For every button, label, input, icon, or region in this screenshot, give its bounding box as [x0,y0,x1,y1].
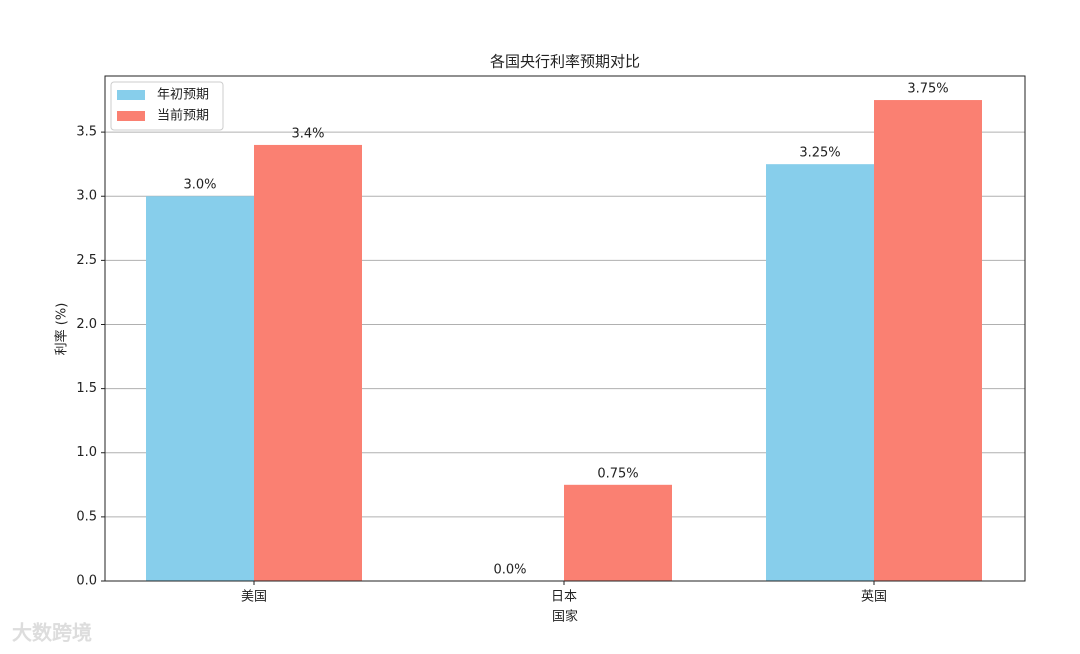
watermark: 大数跨境 [12,621,92,645]
bar [254,144,362,581]
plot-frame [104,75,1026,582]
value-label: 3.25% [799,146,840,161]
bar [564,484,672,581]
y-tick-label: 3.0 [76,189,97,204]
legend-swatch [117,111,145,121]
bar [766,164,874,581]
x-tick-label: 日本 [551,590,577,605]
y-tick-label: 2.0 [76,317,97,332]
y-tick-label: 3.5 [76,125,97,140]
value-label: 3.0% [183,178,216,193]
y-tick-label: 2.5 [76,253,97,268]
chart-title: 各国央行利率预期对比 [490,53,640,71]
bar [146,196,254,581]
bar [874,100,982,582]
y-tick-label: 1.5 [76,381,97,396]
y-tick-label: 1.0 [76,445,97,460]
x-axis-label: 国家 [552,609,578,625]
value-label: 0.75% [597,466,638,481]
value-label: 0.0% [493,563,526,578]
y-tick-label: 0.0 [76,574,97,589]
value-label: 3.4% [291,126,324,141]
legend-swatch [117,90,145,100]
value-label: 3.75% [907,82,948,97]
y-axis-label: 利率 (%) [54,303,70,356]
x-tick-label: 美国 [241,590,267,605]
legend-label: 当前预期 [157,108,209,124]
legend-label: 年初预期 [157,88,209,103]
y-tick-label: 0.5 [76,509,97,524]
x-tick-label: 英国 [861,590,887,605]
